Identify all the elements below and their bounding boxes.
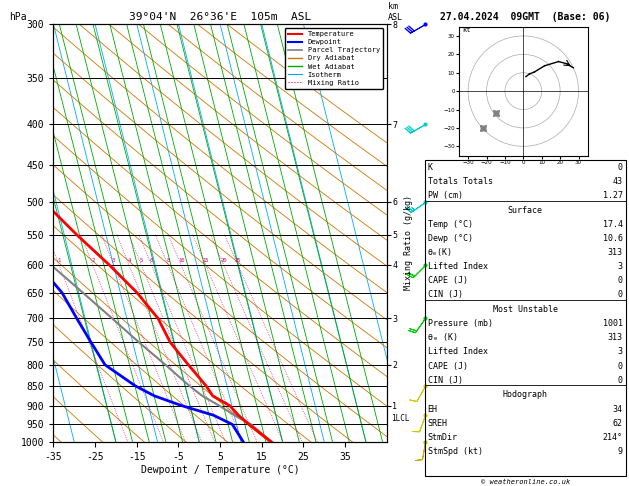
- Text: CIN (J): CIN (J): [428, 376, 463, 384]
- Text: K: K: [428, 163, 433, 172]
- Text: Lifted Index: Lifted Index: [428, 262, 487, 271]
- Text: 3: 3: [618, 262, 623, 271]
- Text: 10: 10: [178, 258, 184, 263]
- Text: 0: 0: [618, 362, 623, 370]
- Text: EH: EH: [428, 404, 438, 414]
- Text: Dewp (°C): Dewp (°C): [428, 234, 473, 243]
- Text: 3: 3: [112, 258, 115, 263]
- Text: Surface: Surface: [508, 206, 543, 215]
- Text: km
ASL: km ASL: [388, 2, 403, 22]
- Text: 2: 2: [91, 258, 94, 263]
- Text: 0: 0: [618, 376, 623, 384]
- Text: 10.6: 10.6: [603, 234, 623, 243]
- Text: 1LCL: 1LCL: [391, 415, 409, 423]
- Text: 313: 313: [608, 333, 623, 342]
- Text: CAPE (J): CAPE (J): [428, 362, 468, 370]
- Text: 43: 43: [613, 177, 623, 186]
- Text: 15: 15: [203, 258, 209, 263]
- Text: CAPE (J): CAPE (J): [428, 276, 468, 285]
- Text: 20: 20: [220, 258, 227, 263]
- Text: 34: 34: [613, 404, 623, 414]
- Text: Totals Totals: Totals Totals: [428, 177, 493, 186]
- Text: kt: kt: [462, 27, 471, 33]
- Text: θₑ (K): θₑ (K): [428, 333, 458, 342]
- Text: 1.27: 1.27: [603, 191, 623, 200]
- Text: StmDir: StmDir: [428, 433, 458, 442]
- Text: 1001: 1001: [603, 319, 623, 328]
- Text: 0: 0: [618, 290, 623, 299]
- Text: 25: 25: [235, 258, 241, 263]
- Text: StmSpd (kt): StmSpd (kt): [428, 447, 482, 456]
- Text: θₑ(K): θₑ(K): [428, 248, 453, 257]
- Text: © weatheronline.co.uk: © weatheronline.co.uk: [481, 479, 570, 485]
- Text: CIN (J): CIN (J): [428, 290, 463, 299]
- Text: 4: 4: [128, 258, 131, 263]
- Title: 39°04'N  26°36'E  105m  ASL: 39°04'N 26°36'E 105m ASL: [129, 12, 311, 22]
- Text: 3: 3: [618, 347, 623, 356]
- Text: 313: 313: [608, 248, 623, 257]
- Text: 1: 1: [57, 258, 60, 263]
- Legend: Temperature, Dewpoint, Parcel Trajectory, Dry Adiabat, Wet Adiabat, Isotherm, Mi: Temperature, Dewpoint, Parcel Trajectory…: [285, 28, 383, 89]
- Text: Hodograph: Hodograph: [503, 390, 548, 399]
- X-axis label: Dewpoint / Temperature (°C): Dewpoint / Temperature (°C): [141, 465, 299, 475]
- Text: 17.4: 17.4: [603, 220, 623, 229]
- Text: 9: 9: [618, 447, 623, 456]
- Text: 214°: 214°: [603, 433, 623, 442]
- Text: Pressure (mb): Pressure (mb): [428, 319, 493, 328]
- Text: 27.04.2024  09GMT  (Base: 06): 27.04.2024 09GMT (Base: 06): [440, 12, 610, 22]
- Text: Most Unstable: Most Unstable: [493, 305, 558, 314]
- Text: Mixing Ratio (g/kg): Mixing Ratio (g/kg): [404, 195, 413, 291]
- Text: 6: 6: [150, 258, 153, 263]
- Text: Lifted Index: Lifted Index: [428, 347, 487, 356]
- Text: SREH: SREH: [428, 418, 448, 428]
- Text: 0: 0: [618, 163, 623, 172]
- Text: 0: 0: [618, 276, 623, 285]
- Text: hPa: hPa: [9, 12, 27, 22]
- Text: 62: 62: [613, 418, 623, 428]
- Text: 5: 5: [140, 258, 143, 263]
- Text: Temp (°C): Temp (°C): [428, 220, 473, 229]
- Text: PW (cm): PW (cm): [428, 191, 463, 200]
- Text: 8: 8: [166, 258, 170, 263]
